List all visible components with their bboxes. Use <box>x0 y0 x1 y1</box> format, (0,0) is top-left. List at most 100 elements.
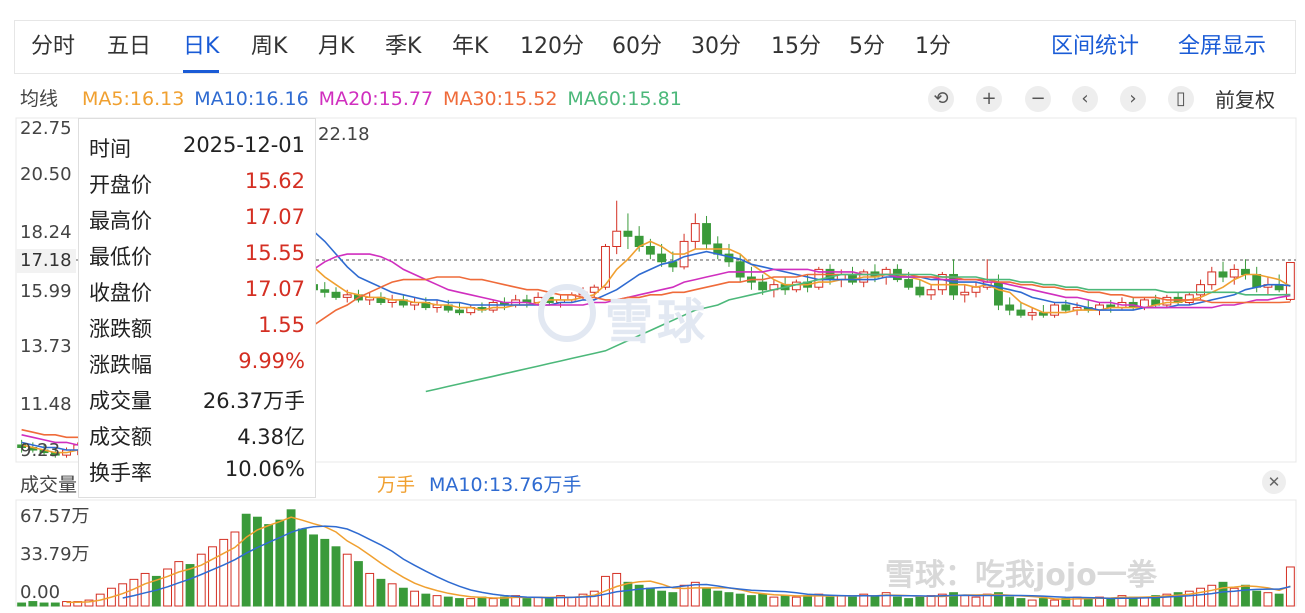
tab-7[interactable]: 120分 <box>520 34 584 59</box>
tab-10[interactable]: 15分 <box>771 34 821 59</box>
tab-6[interactable]: 年K <box>452 34 489 59</box>
volume-bar <box>915 596 925 607</box>
volume-bar <box>949 592 958 607</box>
tab-9[interactable]: 30分 <box>691 34 741 59</box>
tab-11[interactable]: 5分 <box>849 34 885 59</box>
candle-body <box>488 301 498 311</box>
watermark-logo-icon <box>538 284 596 342</box>
tooltip-row: 涨跌额 1.55 <box>89 313 305 349</box>
volume-bar <box>1005 596 1015 607</box>
candle-body <box>758 281 768 291</box>
volume-bar <box>1016 598 1026 607</box>
volume-bar <box>612 572 622 607</box>
current-price-tag: 17.18 <box>16 249 76 273</box>
volume-bar <box>533 596 543 607</box>
candle-body <box>601 245 610 288</box>
volume-bar <box>690 581 700 607</box>
candle-body <box>926 289 936 296</box>
volume-bar <box>511 595 521 607</box>
zoom-in-icon[interactable]: + <box>976 86 1002 112</box>
volume-bar <box>791 596 801 607</box>
credit-watermark: 雪球：吃我jojo一拳 <box>885 558 1157 593</box>
volume-bar <box>994 592 1003 607</box>
volume-bar <box>309 534 318 607</box>
volume-bar <box>724 592 734 607</box>
tab-1[interactable]: 五日 <box>107 34 152 59</box>
tooltip-key: 开盘价 <box>89 173 152 197</box>
volume-bar <box>971 596 981 607</box>
candle-body <box>690 223 700 242</box>
zoom-out-icon[interactable]: − <box>1025 86 1051 112</box>
ma-line-ma60 <box>425 273 1291 393</box>
candle-body <box>1005 304 1015 311</box>
candle-body <box>1162 296 1172 306</box>
price-tick-label: 20.50 <box>20 164 72 185</box>
watermark-text: 雪球 <box>605 294 710 350</box>
volume-ma-line-5 <box>66 516 1291 604</box>
volume-bar <box>544 598 554 607</box>
volume-bar <box>1241 584 1250 607</box>
volume-bar <box>286 509 296 607</box>
fullscreen-button[interactable]: 全屏显示 <box>1178 34 1267 59</box>
tab-0[interactable]: 分时 <box>31 34 76 59</box>
volume-bar <box>960 595 970 607</box>
period-tab-bar: 分时 五日 日K 周K 月K 季K 年K 120分 60分 30分 15分 5分 1分 区间统计 全屏显示 <box>14 20 1296 74</box>
tab-8[interactable]: 60分 <box>612 34 662 59</box>
candle-icon[interactable]: ▯ <box>1168 86 1194 112</box>
tooltip-key: 换手率 <box>89 461 152 485</box>
undo-icon[interactable]: ⟲ <box>928 86 954 112</box>
volume-bar <box>567 596 577 607</box>
volume-bar <box>713 590 723 607</box>
volume-bar <box>926 595 936 607</box>
volume-bar <box>354 561 363 607</box>
volume-bar <box>1162 593 1172 607</box>
volume-bar <box>17 602 27 607</box>
volume-bar <box>1196 587 1205 607</box>
tab-4[interactable]: 月K <box>318 34 355 59</box>
volume-bar <box>1218 581 1228 607</box>
candle-body <box>735 261 745 278</box>
volume-bar <box>780 595 790 607</box>
volume-ma-line-10 <box>122 525 1291 600</box>
candle-body <box>915 286 925 296</box>
price-tick-label: 9.23 <box>20 440 61 461</box>
close-volume-icon[interactable]: ✕ <box>1262 470 1286 494</box>
volume-bar <box>747 595 756 607</box>
tab-5[interactable]: 季K <box>385 34 422 59</box>
tooltip-key: 成交量 <box>89 389 152 413</box>
range-stats-button[interactable]: 区间统计 <box>1051 34 1140 59</box>
volume-bar <box>634 584 644 607</box>
tooltip-key: 涨跌额 <box>89 317 152 341</box>
tooltip-value: 10.06% <box>224 457 305 481</box>
candle-body <box>1218 271 1228 278</box>
price-tick-label: 13.73 <box>20 336 72 357</box>
volume-bar <box>904 598 914 607</box>
tab-2[interactable]: 日K <box>183 21 220 73</box>
candle-body <box>960 291 970 296</box>
volume-legend-item: MA10:13.76万手 <box>429 474 582 496</box>
volume-bar <box>870 595 880 607</box>
price-tick-label: 11.48 <box>20 394 72 415</box>
candle-body <box>1207 271 1217 286</box>
volume-bar <box>185 564 195 607</box>
tab-3[interactable]: 周K <box>251 34 288 59</box>
tab-12[interactable]: 1分 <box>915 34 951 59</box>
candle-body <box>1061 304 1071 311</box>
volume-bar <box>1083 598 1093 607</box>
volume-bar <box>241 513 251 607</box>
price-adjust-dropdown[interactable]: 前复权 <box>1215 88 1275 112</box>
tooltip-row: 收盘价 17.07 <box>89 277 305 313</box>
candle-body <box>994 281 1003 306</box>
volume-legend: 成交量 万手 MA10:13.76万手 <box>20 470 595 496</box>
volume-bar <box>320 538 330 607</box>
chevron-left-icon[interactable]: ‹ <box>1072 86 1098 112</box>
volume-bar <box>1027 599 1037 607</box>
volume-bar <box>1095 596 1104 607</box>
tooltip-value: 2025-12-01 <box>182 133 305 157</box>
chevron-right-icon[interactable]: › <box>1120 86 1146 112</box>
volume-bar <box>825 596 835 607</box>
volume-bar <box>1184 590 1194 607</box>
tooltip-value: 15.62 <box>244 169 305 193</box>
tooltip-value: 4.38亿 <box>237 425 305 449</box>
candle-body <box>1252 273 1262 288</box>
